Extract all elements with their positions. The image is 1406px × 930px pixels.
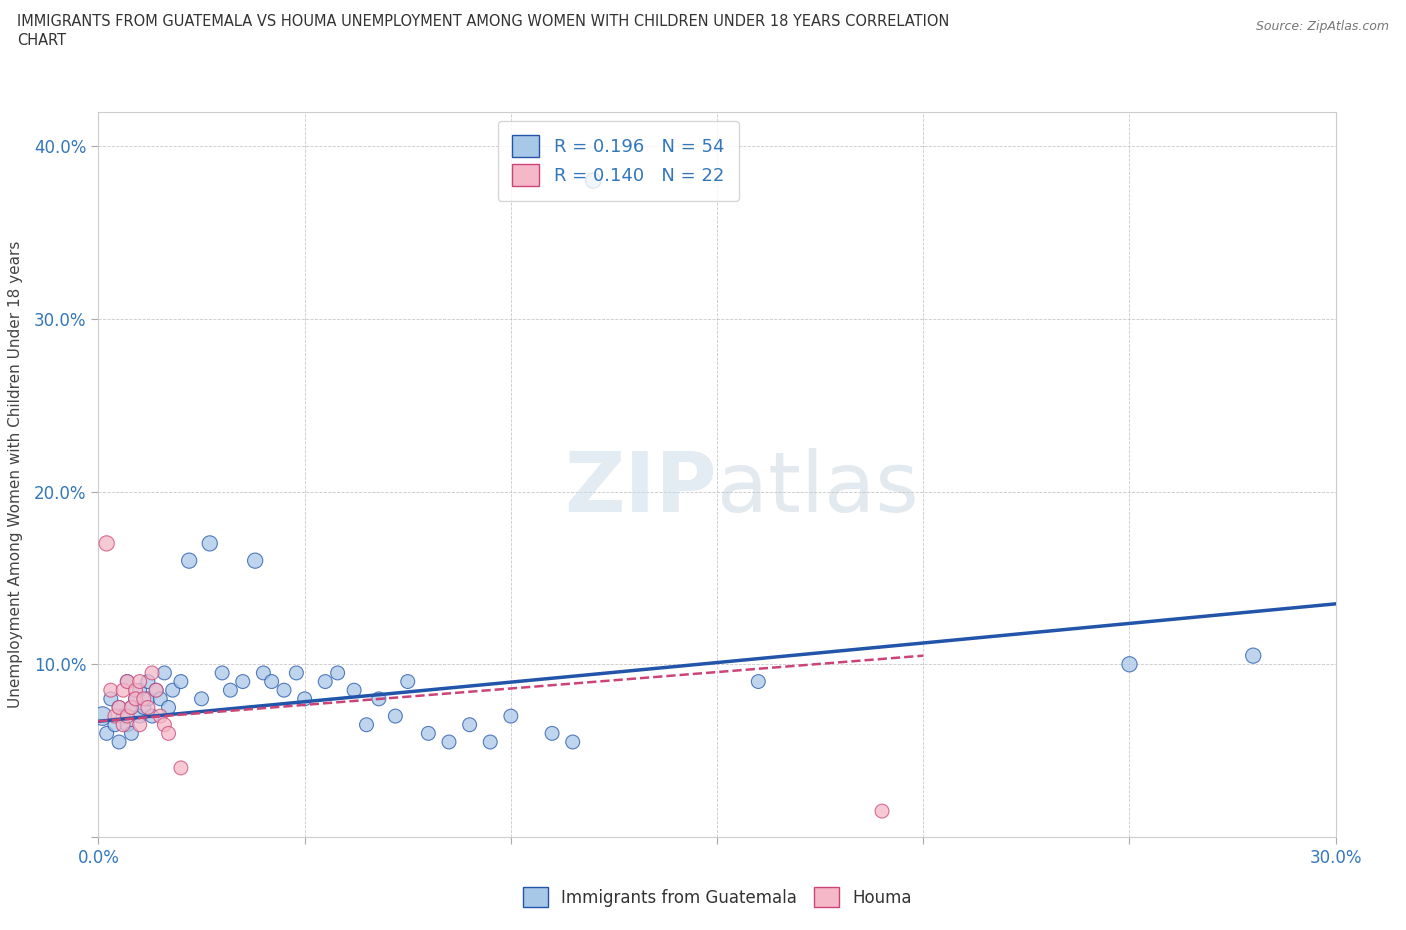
Point xyxy=(124,691,146,706)
Point xyxy=(149,691,172,706)
Point xyxy=(100,691,122,706)
Point xyxy=(112,717,135,732)
Point xyxy=(162,683,184,698)
Point xyxy=(198,536,221,551)
Point xyxy=(294,691,316,706)
Point xyxy=(96,536,118,551)
Point xyxy=(356,717,378,732)
Point xyxy=(343,683,366,698)
Point xyxy=(179,553,201,568)
Point xyxy=(108,700,131,715)
Text: ZIP: ZIP xyxy=(565,448,717,529)
Point xyxy=(232,674,254,689)
Point xyxy=(120,700,142,715)
Legend: Immigrants from Guatemala, Houma: Immigrants from Guatemala, Houma xyxy=(515,879,920,916)
Point xyxy=(418,726,440,741)
Point xyxy=(479,735,502,750)
Point xyxy=(141,709,163,724)
Point xyxy=(153,666,176,681)
Point xyxy=(273,683,295,698)
Point xyxy=(117,717,139,732)
Point xyxy=(170,674,193,689)
Point xyxy=(128,683,150,698)
Point xyxy=(120,700,142,715)
Point xyxy=(117,709,139,724)
Point xyxy=(396,674,419,689)
Point xyxy=(219,683,242,698)
Point xyxy=(190,691,212,706)
Point xyxy=(141,666,163,681)
Point xyxy=(112,709,135,724)
Point xyxy=(458,717,481,732)
Point xyxy=(108,700,131,715)
Point xyxy=(149,709,172,724)
Point xyxy=(104,709,127,724)
Point xyxy=(128,717,150,732)
Point xyxy=(136,691,159,706)
Point xyxy=(541,726,564,741)
Point xyxy=(1241,648,1264,663)
Point xyxy=(211,666,233,681)
Point xyxy=(145,683,167,698)
Point xyxy=(747,674,769,689)
Point xyxy=(499,709,522,724)
Point xyxy=(561,735,583,750)
Point xyxy=(108,735,131,750)
Text: CHART: CHART xyxy=(17,33,66,47)
Point xyxy=(285,666,308,681)
Point xyxy=(128,709,150,724)
Point xyxy=(117,674,139,689)
Point xyxy=(100,683,122,698)
Text: Source: ZipAtlas.com: Source: ZipAtlas.com xyxy=(1256,20,1389,33)
Text: IMMIGRANTS FROM GUATEMALA VS HOUMA UNEMPLOYMENT AMONG WOMEN WITH CHILDREN UNDER : IMMIGRANTS FROM GUATEMALA VS HOUMA UNEMP… xyxy=(17,14,949,29)
Point xyxy=(136,674,159,689)
Point xyxy=(117,674,139,689)
Point xyxy=(870,804,893,818)
Point xyxy=(96,726,118,741)
Point xyxy=(153,717,176,732)
Point xyxy=(124,683,146,698)
Point xyxy=(132,691,155,706)
Y-axis label: Unemployment Among Women with Children Under 18 years: Unemployment Among Women with Children U… xyxy=(8,241,22,708)
Point xyxy=(157,700,180,715)
Point xyxy=(582,173,605,188)
Point xyxy=(91,709,114,724)
Point xyxy=(252,666,274,681)
Point xyxy=(243,553,266,568)
Point xyxy=(124,691,146,706)
Point xyxy=(367,691,389,706)
Point xyxy=(437,735,460,750)
Point xyxy=(314,674,336,689)
Point xyxy=(1118,657,1140,671)
Point xyxy=(136,700,159,715)
Point xyxy=(170,761,193,776)
Point xyxy=(157,726,180,741)
Point xyxy=(132,700,155,715)
Point xyxy=(120,726,142,741)
Point xyxy=(128,674,150,689)
Point xyxy=(384,709,406,724)
Text: atlas: atlas xyxy=(717,448,918,529)
Point xyxy=(326,666,349,681)
Point xyxy=(145,683,167,698)
Point xyxy=(112,683,135,698)
Point xyxy=(260,674,283,689)
Point xyxy=(104,717,127,732)
